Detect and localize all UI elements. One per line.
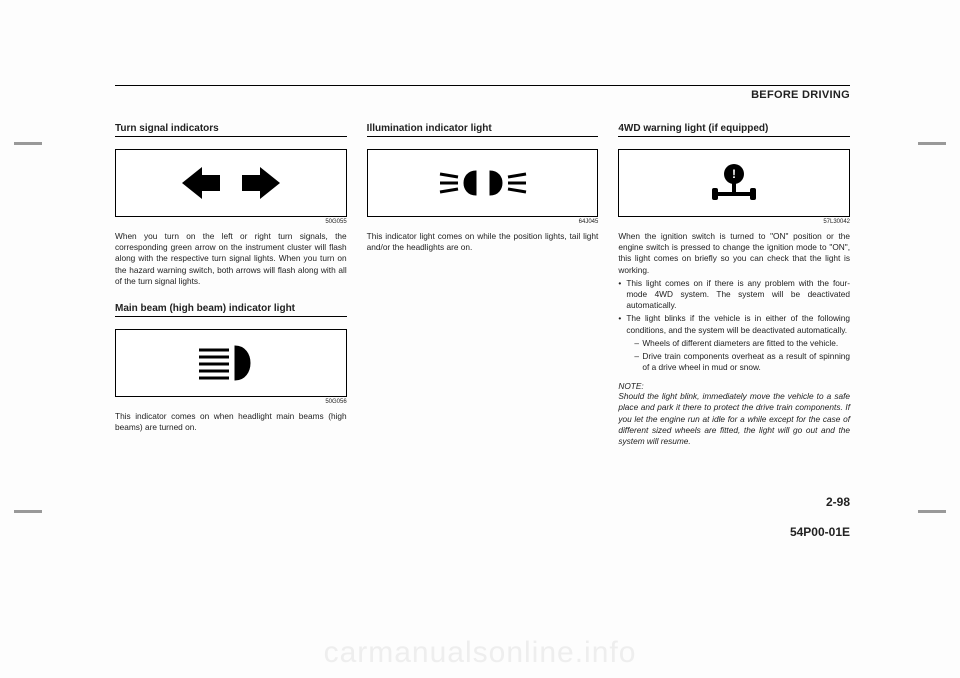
illumination-icon <box>418 163 548 203</box>
4wd-body-1: When the ignition switch is turned to "O… <box>618 231 850 276</box>
doc-code: 54P00-01E <box>790 525 850 539</box>
figure-code: 64J045 <box>367 219 599 225</box>
crop-mark <box>14 510 42 513</box>
turn-signal-figure <box>115 149 347 217</box>
page-number: 2-98 <box>826 495 850 509</box>
high-beam-figure <box>115 329 347 397</box>
turn-signal-title: Turn signal indicators <box>115 123 347 137</box>
4wd-note: Should the light blink, immediately move… <box>618 391 850 447</box>
high-beam-icon <box>191 340 271 386</box>
high-beam-body: This indicator comes on when headlight m… <box>115 411 347 433</box>
turn-signal-body: When you turn on the left or right turn … <box>115 231 347 287</box>
4wd-sub-bullets: Wheels of different diameters are fitted… <box>626 338 850 374</box>
column-2: Illumination indicator light <box>367 123 599 447</box>
crop-mark <box>918 142 946 145</box>
figure-code: 57L30042 <box>618 219 850 225</box>
list-item: This light comes on if there is any prob… <box>618 278 850 312</box>
illumination-title: Illumination indicator light <box>367 123 599 137</box>
list-item: Drive train components overheat as a res… <box>626 351 850 373</box>
page: BEFORE DRIVING Turn signal indicators 50… <box>115 85 850 447</box>
column-1: Turn signal indicators 50G055 When you t… <box>115 123 347 447</box>
svg-text:!: ! <box>732 167 736 181</box>
note-label: NOTE: <box>618 381 850 391</box>
list-item-text: The light blinks if the vehicle is in ei… <box>626 313 850 334</box>
illumination-body: This indicator light comes on while the … <box>367 231 599 253</box>
illumination-figure <box>367 149 599 217</box>
columns: Turn signal indicators 50G055 When you t… <box>115 123 850 447</box>
crop-mark <box>14 142 42 145</box>
section-header: BEFORE DRIVING <box>115 89 850 101</box>
column-3: 4WD warning light (if equipped) ! <box>618 123 850 447</box>
header-rule <box>115 85 850 86</box>
figure-code: 50G055 <box>115 219 347 225</box>
4wd-title: 4WD warning light (if equipped) <box>618 123 850 137</box>
watermark: carmanualsonline.info <box>0 636 960 670</box>
list-item: The light blinks if the vehicle is in ei… <box>618 313 850 373</box>
high-beam-title: Main beam (high beam) indicator light <box>115 303 347 317</box>
4wd-figure: ! <box>618 149 850 217</box>
4wd-bullets: This light comes on if there is any prob… <box>618 278 850 374</box>
list-item: Wheels of different diameters are fitted… <box>626 338 850 349</box>
figure-code: 50G056 <box>115 399 347 405</box>
4wd-warning-icon: ! <box>706 158 762 208</box>
crop-mark <box>918 510 946 513</box>
turn-arrows-icon <box>176 161 286 205</box>
